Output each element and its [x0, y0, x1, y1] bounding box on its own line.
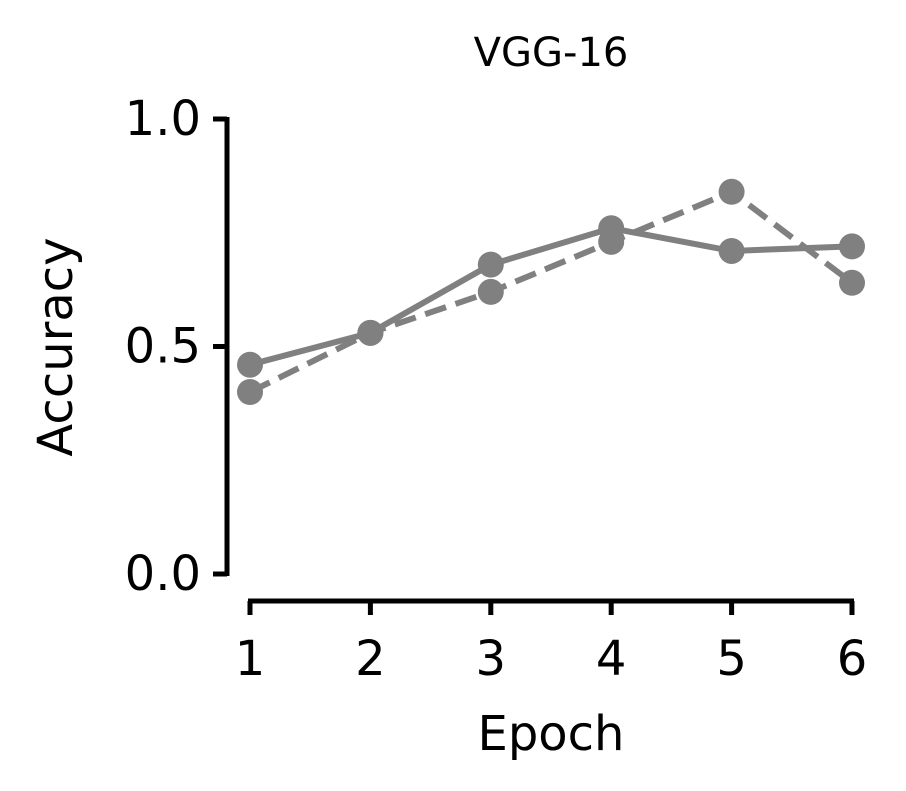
data-point-solid [718, 237, 745, 264]
x-axis-label: Epoch [478, 706, 625, 762]
data-point-dashed [357, 319, 384, 346]
data-point-dashed [598, 228, 625, 255]
series-dashed [237, 178, 865, 405]
x-tick-label: 2 [355, 631, 386, 687]
data-point-solid [839, 233, 865, 260]
y-tick-label: 0.0 [125, 546, 201, 602]
data-point-dashed [839, 269, 865, 296]
chart-title: VGG-16 [474, 30, 629, 76]
x-tick-label: 6 [837, 631, 868, 687]
data-point-dashed [477, 278, 504, 305]
data-point-solid [477, 251, 504, 278]
data-point-dashed [237, 379, 263, 405]
y-tick-label: 1.0 [125, 91, 201, 147]
y-tick-label: 0.5 [125, 319, 201, 375]
series-solid [237, 215, 865, 378]
y-axis: 0.0 0.5 1.0 [125, 91, 230, 602]
series-layer [237, 178, 865, 405]
x-tick-label: 5 [716, 631, 747, 687]
x-tick-label: 3 [476, 631, 507, 687]
x-tick-label: 4 [596, 631, 627, 687]
x-tick-label: 1 [235, 631, 266, 687]
series-line-dashed [248, 188, 854, 395]
x-axis: 1 2 3 4 5 6 [235, 598, 868, 687]
series-line-solid [249, 225, 853, 368]
data-point-solid [237, 351, 263, 378]
y-axis-label: Accuracy [28, 237, 84, 456]
data-point-dashed [718, 178, 745, 205]
